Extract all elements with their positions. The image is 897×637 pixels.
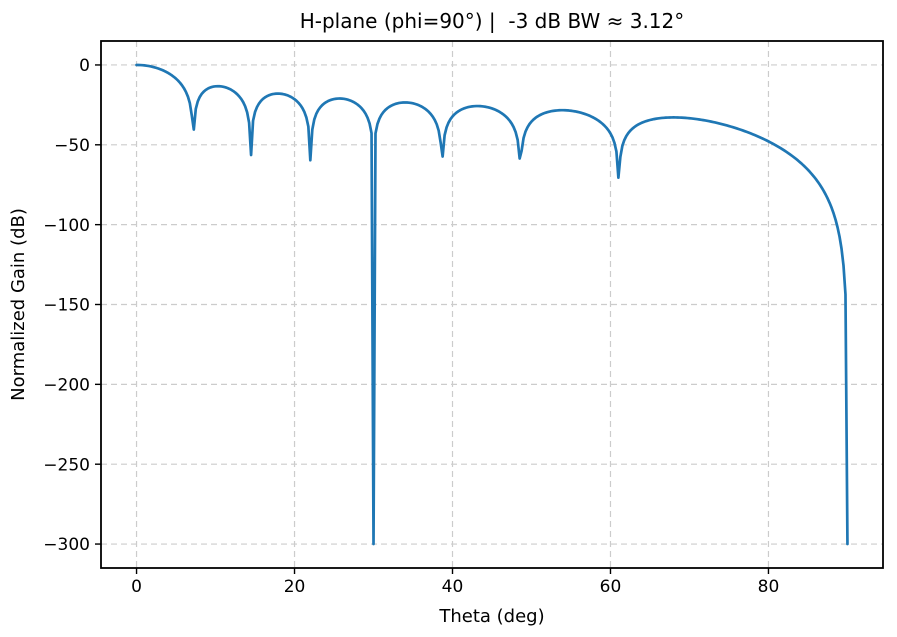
y-tick-label: −300 xyxy=(43,535,90,555)
x-tick-label: 20 xyxy=(284,577,306,597)
grid xyxy=(101,41,883,568)
y-tick-label: −250 xyxy=(43,455,90,475)
y-tick-label: −100 xyxy=(43,216,90,236)
y-tick-label: 0 xyxy=(79,56,90,76)
y-tick-label: −50 xyxy=(54,136,90,156)
x-tick-label: 80 xyxy=(758,577,780,597)
plot-area-border xyxy=(100,40,884,569)
radiation-pattern-line xyxy=(135,63,849,546)
y-tick-label: −150 xyxy=(43,296,90,316)
x-tick-label: 60 xyxy=(600,577,622,597)
chart-title: H-plane (phi=90°) | -3 dB BW ≈ 3.12° xyxy=(300,9,685,33)
x-tick-label: 0 xyxy=(131,577,142,597)
x-tick-label: 40 xyxy=(442,577,464,597)
y-tick-label: −200 xyxy=(43,375,90,395)
x-axis-label: Theta (deg) xyxy=(438,606,544,627)
y-axis-label: Normalized Gain (dB) xyxy=(8,208,29,401)
tick-labels: 0 20 40 60 80 0 −50 −100 −150 −200 −250 −300 xyxy=(43,56,779,597)
axis-ticks xyxy=(95,64,770,574)
